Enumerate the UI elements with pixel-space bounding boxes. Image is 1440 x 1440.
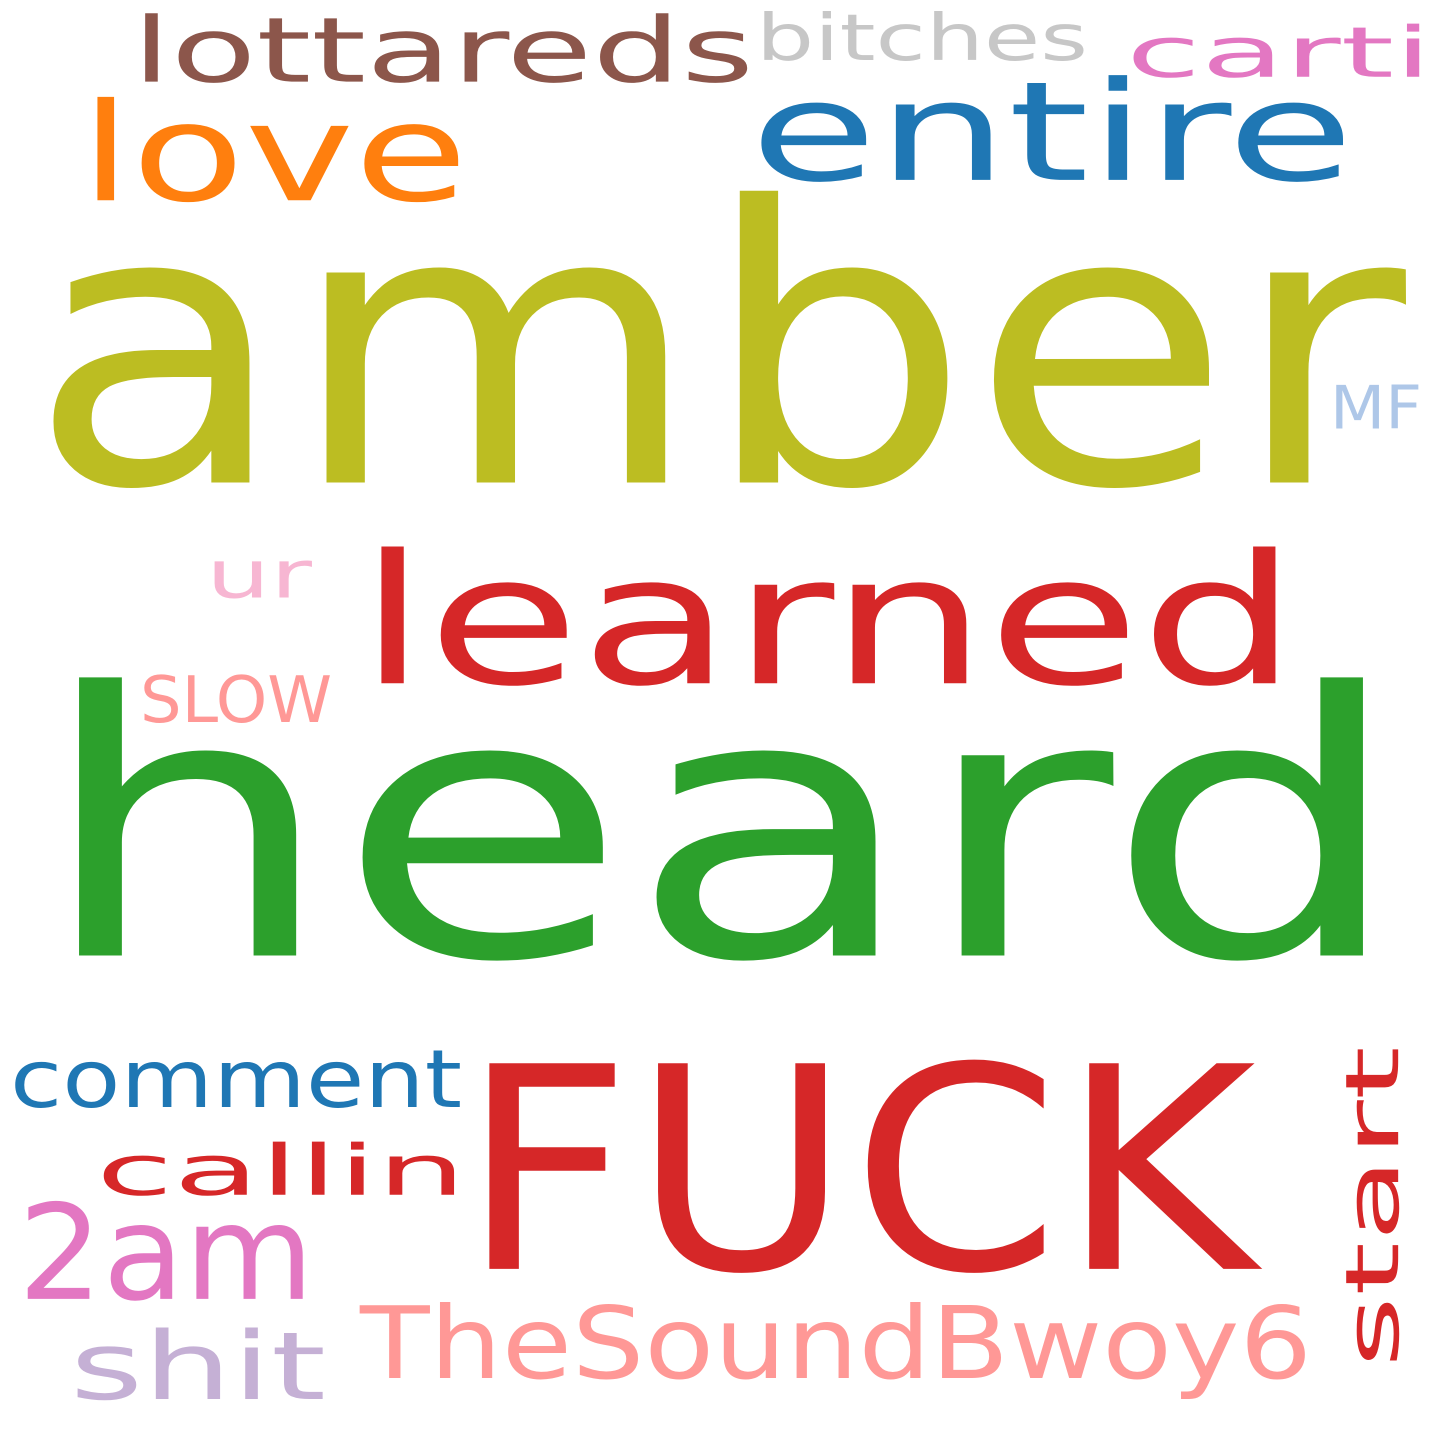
word-heard: heard xyxy=(36,616,1406,1044)
word-callin: callin xyxy=(96,1130,466,1212)
word-thesoundbwoy6: TheSoundBwoy6 xyxy=(360,1285,1312,1402)
word-bitches: bitches xyxy=(756,0,1088,76)
word-learned: learned xyxy=(358,516,1298,727)
word-ur: ur xyxy=(206,536,312,614)
word-fuck: FUCK xyxy=(460,1008,1256,1337)
word-entire: entire xyxy=(750,52,1354,214)
word-lottareds: lottareds xyxy=(132,0,754,104)
word-mf: MF xyxy=(1330,372,1422,443)
word-slow: SLOW xyxy=(140,662,332,738)
word-shit: shit xyxy=(70,1312,326,1422)
word-amber: amber xyxy=(28,127,1406,575)
word-start: start xyxy=(1329,1046,1416,1368)
word-love: love xyxy=(80,74,468,233)
word-comment: comment xyxy=(10,1033,462,1127)
word-2am: 2am xyxy=(18,1176,314,1331)
word-carti: carti xyxy=(1126,12,1432,94)
